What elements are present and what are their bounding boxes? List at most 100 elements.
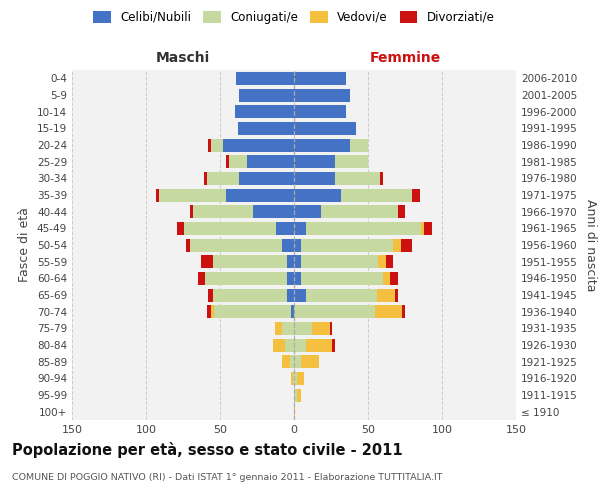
Bar (287, 255, 294, 268)
Bar (177, 222, 184, 235)
Bar (157, 188, 160, 202)
Bar (312, 322, 329, 335)
Bar (287, 272, 294, 285)
Bar (294, 405, 295, 418)
Bar (294, 305, 376, 318)
Bar (421, 222, 424, 235)
Bar (294, 322, 312, 335)
Bar (293, 372, 294, 385)
Bar (239, 88, 294, 102)
Bar (294, 288, 306, 302)
Text: Popolazione per età, sesso e stato civile - 2011: Popolazione per età, sesso e stato civil… (12, 442, 403, 458)
Bar (201, 255, 212, 268)
Legend: Celibi/Nubili, Coniugati/e, Vedovi/e, Divorziati/e: Celibi/Nubili, Coniugati/e, Vedovi/e, Di… (93, 11, 495, 24)
Bar (294, 222, 306, 235)
Bar (335, 155, 368, 168)
Bar (273, 338, 285, 351)
Bar (301, 255, 379, 268)
Bar (294, 172, 335, 185)
Bar (184, 222, 276, 235)
Bar (332, 338, 335, 351)
Bar (380, 172, 383, 185)
Bar (193, 205, 253, 218)
Bar (294, 72, 346, 85)
Bar (204, 172, 206, 185)
Bar (205, 272, 287, 285)
Bar (206, 172, 239, 185)
Bar (402, 305, 405, 318)
Bar (276, 222, 294, 235)
Bar (395, 288, 398, 302)
Bar (238, 122, 294, 135)
Bar (301, 272, 383, 285)
Bar (412, 188, 420, 202)
Bar (297, 388, 301, 402)
Bar (393, 238, 401, 252)
Bar (294, 388, 297, 402)
Bar (294, 122, 356, 135)
Bar (306, 288, 377, 302)
Bar (294, 355, 301, 368)
Bar (236, 72, 294, 85)
Bar (301, 355, 319, 368)
Bar (383, 272, 390, 285)
Text: Femmine: Femmine (370, 51, 440, 65)
Bar (290, 355, 294, 368)
Bar (247, 155, 294, 168)
Text: Maschi: Maschi (156, 51, 210, 65)
Bar (235, 105, 294, 118)
Bar (294, 372, 297, 385)
Bar (291, 372, 293, 385)
Bar (386, 255, 393, 268)
Bar (294, 88, 350, 102)
Bar (294, 255, 301, 268)
Bar (285, 338, 294, 351)
Bar (301, 238, 393, 252)
Bar (239, 172, 294, 185)
Bar (294, 155, 335, 168)
Bar (282, 238, 294, 252)
Bar (297, 372, 304, 385)
Bar (401, 238, 412, 252)
Bar (294, 238, 301, 252)
Bar (208, 138, 211, 151)
Bar (212, 288, 287, 302)
Bar (294, 205, 320, 218)
Bar (306, 222, 421, 235)
Bar (206, 305, 211, 318)
Bar (282, 355, 290, 368)
Bar (335, 172, 380, 185)
Bar (282, 322, 294, 335)
Bar (294, 105, 346, 118)
Bar (223, 138, 294, 151)
Bar (294, 338, 306, 351)
Bar (379, 255, 386, 268)
Bar (208, 288, 212, 302)
Bar (253, 205, 294, 218)
Bar (275, 322, 282, 335)
Bar (398, 205, 405, 218)
Bar (198, 272, 205, 285)
Bar (287, 288, 294, 302)
Bar (294, 272, 301, 285)
Bar (186, 238, 190, 252)
Bar (160, 188, 226, 202)
Bar (424, 222, 431, 235)
Bar (390, 272, 398, 285)
Bar (294, 138, 350, 151)
Bar (377, 288, 395, 302)
Bar (350, 138, 368, 151)
Bar (294, 188, 341, 202)
Bar (341, 188, 412, 202)
Bar (226, 188, 294, 202)
Bar (226, 155, 229, 168)
Text: COMUNE DI POGGIO NATIVO (RI) - Dati ISTAT 1° gennaio 2011 - Elaborazione TUTTITA: COMUNE DI POGGIO NATIVO (RI) - Dati ISTA… (12, 472, 443, 482)
Y-axis label: Anni di nascita: Anni di nascita (584, 198, 597, 291)
Bar (211, 305, 214, 318)
Bar (190, 238, 282, 252)
Bar (190, 205, 193, 218)
Bar (212, 255, 287, 268)
Bar (211, 138, 223, 151)
Bar (320, 205, 398, 218)
Y-axis label: Fasce di età: Fasce di età (19, 208, 31, 282)
